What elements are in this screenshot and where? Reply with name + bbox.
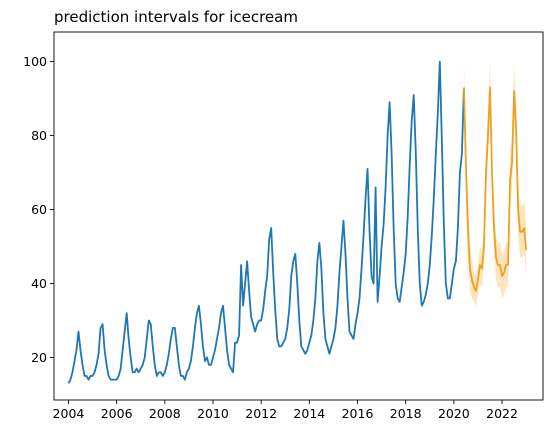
prediction-line bbox=[463, 86, 528, 292]
x-tick-label: 2016 bbox=[342, 406, 374, 421]
prediction-interval-layer bbox=[463, 61, 527, 306]
x-tick-label: 2006 bbox=[101, 406, 133, 421]
x-tick-label: 2018 bbox=[390, 406, 422, 421]
prediction-interval-band bbox=[463, 61, 527, 306]
y-tick-label: 80 bbox=[31, 128, 47, 143]
y-tick-label: 20 bbox=[31, 350, 47, 365]
axes: 2004 2006 2008 2010 2012 2014 2016 2018 2020 2022… bbox=[23, 31, 544, 421]
chart-title: prediction intervals for icecream bbox=[54, 8, 298, 26]
x-tick-label: 2008 bbox=[149, 406, 181, 421]
y-tick-label: 100 bbox=[23, 54, 47, 69]
history-line bbox=[67, 60, 465, 384]
x-tick-label: 2010 bbox=[197, 406, 229, 421]
y-tick-label: 40 bbox=[31, 276, 47, 291]
x-tick-label: 2020 bbox=[438, 406, 470, 421]
y-tick-label: 60 bbox=[31, 202, 47, 217]
x-tick-label: 2014 bbox=[293, 406, 325, 421]
x-tick-label: 2012 bbox=[245, 406, 277, 421]
series-layer bbox=[67, 60, 528, 384]
plot-frame bbox=[53, 31, 544, 401]
x-tick-label: 2022 bbox=[486, 406, 518, 421]
x-tick-label: 2004 bbox=[53, 406, 85, 421]
